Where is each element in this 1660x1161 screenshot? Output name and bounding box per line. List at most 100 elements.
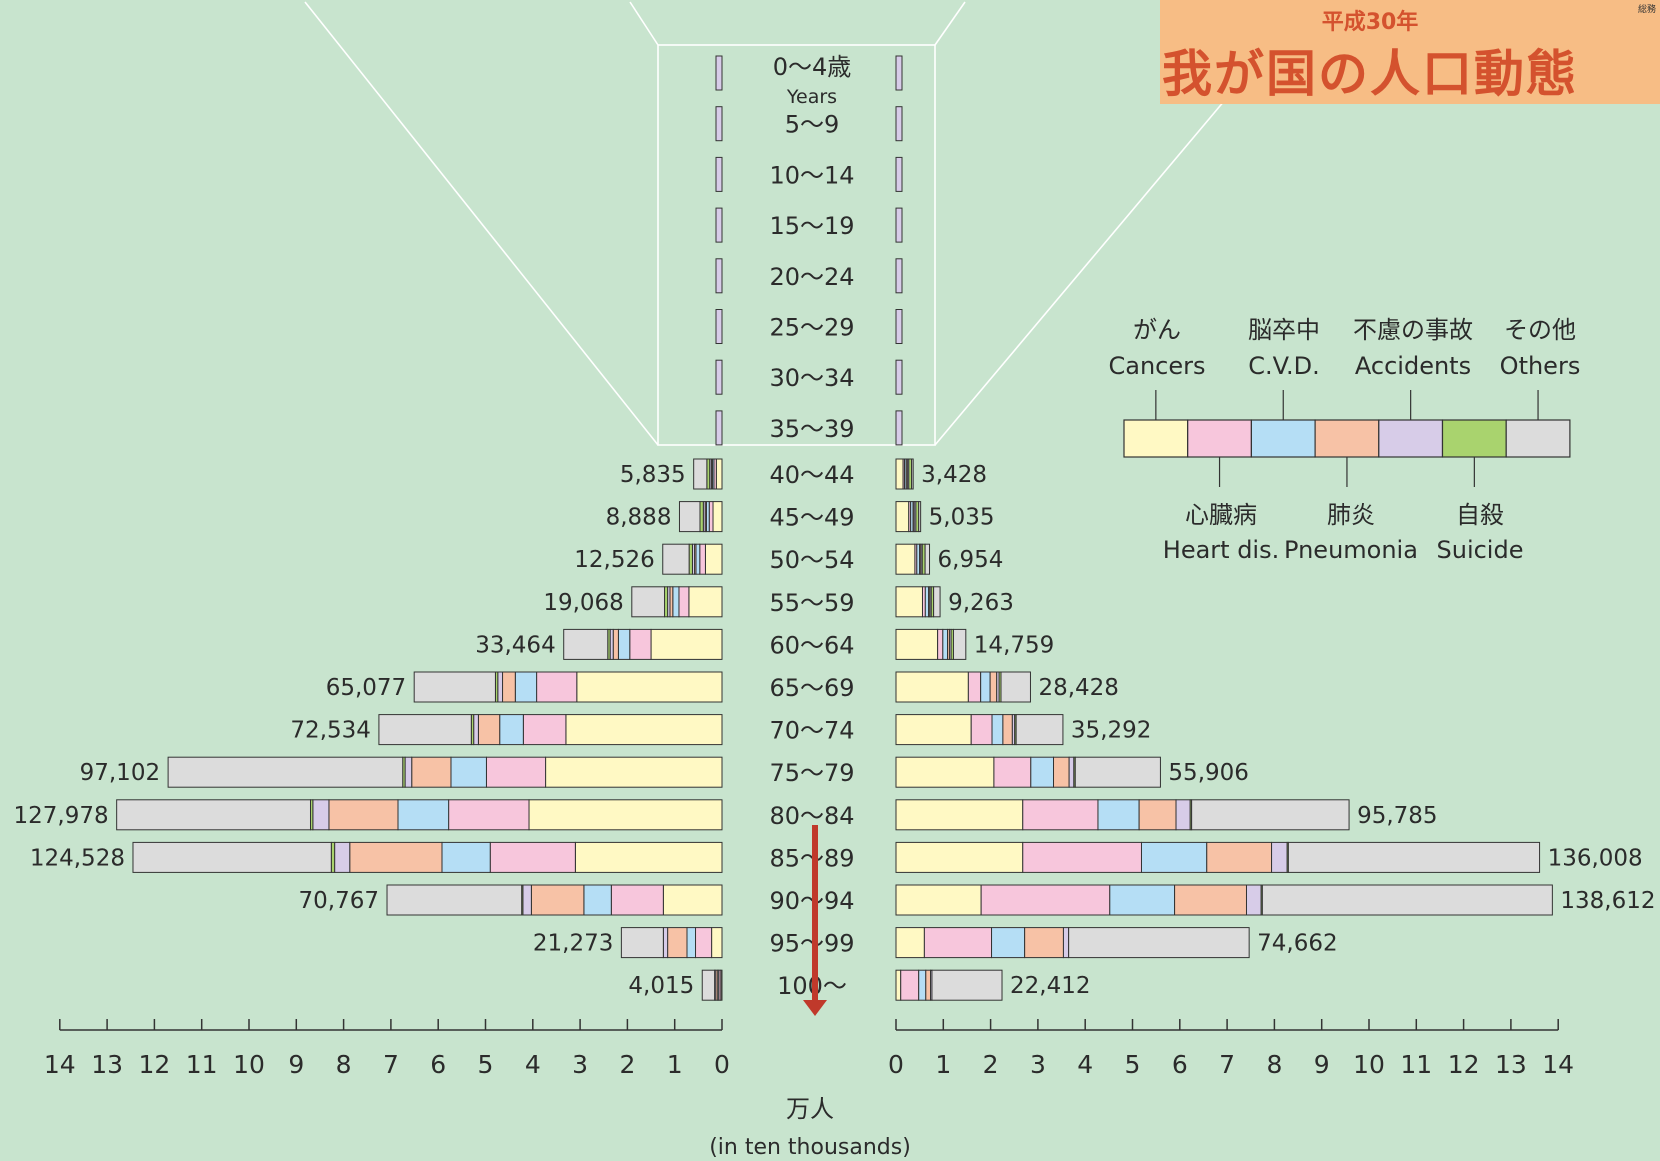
bar-segment-male: [667, 927, 688, 959]
bar-segment-female: [1271, 841, 1288, 873]
bar-segment-male: [536, 671, 578, 703]
bar-segment-male: [693, 458, 708, 490]
legend-swatch: [1314, 419, 1380, 458]
bar-segment-female: [1000, 671, 1031, 703]
age-label: 70〜74: [769, 717, 854, 745]
bar-segment-female: [1140, 841, 1208, 873]
bar-segment-female: [931, 969, 1003, 1001]
legend-label-jp: がん: [1133, 316, 1181, 344]
bar-segment-male: [712, 501, 723, 533]
bar-segment-male: [502, 671, 516, 703]
age-label: 40〜44: [769, 461, 854, 489]
bar-segment-female: [895, 884, 982, 916]
x-tick-label: 11: [186, 1050, 218, 1079]
bar-segment-male: [686, 927, 697, 959]
bar-segment-male: [704, 543, 723, 575]
x-tick-label: 2: [619, 1050, 635, 1079]
bar-segment-female: [1024, 927, 1064, 959]
bar-segment-male: [583, 884, 612, 916]
bar-segment-female: [989, 671, 998, 703]
x-tick-label: 7: [383, 1050, 399, 1079]
bar-segment-male: [715, 410, 723, 446]
total-label-female: 9,263: [948, 590, 1014, 616]
bar-segment-female: [895, 55, 903, 91]
legend-label-en: Pneumonia: [1284, 536, 1418, 564]
age-unit-label: Years: [786, 86, 837, 108]
bar-segment-male: [397, 799, 450, 831]
bar-segment-female: [1097, 799, 1140, 831]
bar-segment-female: [925, 969, 932, 1001]
legend-label-jp: その他: [1504, 316, 1576, 344]
age-label: 65〜69: [769, 674, 854, 702]
x-tick-label: 13: [91, 1050, 123, 1079]
x-tick-label: 12: [138, 1050, 170, 1079]
bar-segment-female: [942, 628, 949, 660]
x-tick-label: 5: [478, 1050, 494, 1079]
bar-segment-female: [1138, 799, 1177, 831]
bar-segment-male: [715, 258, 723, 294]
x-tick-label: 14: [1542, 1050, 1574, 1079]
bar-segment-female: [923, 927, 993, 959]
bar-segment-female: [1245, 884, 1262, 916]
legend-swatch: [1378, 419, 1444, 458]
bar-segment-male: [349, 841, 443, 873]
bar-segment-male: [701, 969, 716, 1001]
x-axis-label-en: (in ten thousands): [709, 1135, 911, 1160]
x-tick-label: 3: [572, 1050, 588, 1079]
x-tick-label: 0: [714, 1050, 730, 1079]
bar-segment-female: [1074, 756, 1161, 788]
bar-segment-male: [629, 628, 652, 660]
total-label-female: 138,612: [1560, 888, 1655, 914]
bar-segment-male: [662, 543, 690, 575]
legend-swatch: [1505, 419, 1571, 458]
x-tick-label: 14: [44, 1050, 76, 1079]
bar-segment-male: [312, 799, 330, 831]
bar-segment-female: [900, 969, 920, 1001]
x-tick-label: 10: [1353, 1050, 1385, 1079]
bar-segment-female: [895, 969, 902, 1001]
bar-segment-male: [695, 927, 713, 959]
x-tick-label: 8: [1266, 1050, 1282, 1079]
bar-segment-male: [715, 458, 723, 490]
legend-label-jp: 脳卒中: [1248, 316, 1320, 344]
x-tick-label: 3: [1030, 1050, 1046, 1079]
bar-segment-female: [895, 309, 903, 344]
title-year: 平成30年: [1321, 10, 1419, 35]
total-label-male: 8,888: [606, 505, 672, 531]
bar-segment-female: [1287, 841, 1541, 873]
x-tick-label: 0: [888, 1050, 904, 1079]
bar-segment-female: [937, 628, 944, 660]
bar-segment-female: [918, 969, 927, 1001]
bar-segment-male: [448, 799, 530, 831]
bar-segment-male: [489, 841, 576, 873]
bar-segment-male: [708, 501, 714, 533]
title-main: 我が国の人口動態: [1162, 45, 1578, 103]
bar-segment-male: [715, 309, 723, 344]
age-label: 10〜14: [769, 161, 854, 189]
bar-segment-female: [980, 671, 991, 703]
bar-segment-male: [715, 207, 723, 243]
bar-segment-male: [715, 359, 723, 395]
x-tick-label: 9: [288, 1050, 304, 1079]
total-label-female: 28,428: [1038, 675, 1118, 701]
bar-segment-male: [167, 756, 404, 788]
bar-segment-male: [695, 543, 701, 575]
bar-segment-male: [522, 714, 567, 746]
bar-segment-female: [895, 927, 925, 959]
bar-segment-male: [441, 841, 491, 873]
x-tick-label: 9: [1314, 1050, 1330, 1079]
title-corner: 総務: [1637, 5, 1656, 15]
legend-label-en: Accidents: [1355, 352, 1471, 380]
age-label: 0〜4歳: [773, 53, 852, 81]
legend-swatch: [1441, 419, 1507, 458]
bar-segment-male: [715, 55, 723, 91]
total-label-female: 136,008: [1548, 845, 1643, 871]
bar-segment-male: [688, 586, 723, 618]
bar-segment-male: [715, 106, 723, 142]
total-label-male: 70,767: [299, 888, 379, 914]
total-label-male: 65,077: [326, 675, 406, 701]
x-tick-label: 12: [1448, 1050, 1480, 1079]
bar-segment-female: [895, 156, 903, 192]
